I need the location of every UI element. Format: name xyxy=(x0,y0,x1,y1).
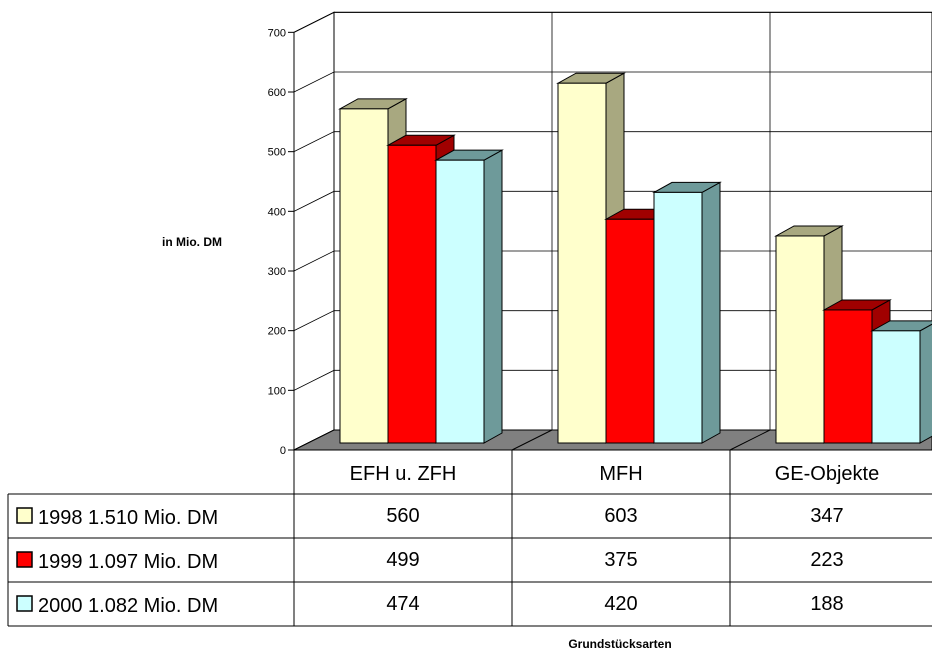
gridlines xyxy=(293,11,932,430)
bar-0-2 xyxy=(434,149,504,444)
gridline xyxy=(293,190,932,212)
y-tick-label: 0 xyxy=(280,445,286,457)
legend-swatch xyxy=(16,551,33,568)
side-wall xyxy=(293,11,335,451)
y-tick-label: 300 xyxy=(268,266,286,278)
data-table: EFH u. ZFH MFH GE-Objekte 1998 1.510 Mio. D… xyxy=(7,449,932,627)
legend-swatch xyxy=(16,595,33,612)
table-cell-value: 420 xyxy=(604,593,637,615)
y-tick-label: 100 xyxy=(268,385,286,397)
bar-front xyxy=(557,82,607,444)
bars xyxy=(338,72,932,444)
bar-2-2 xyxy=(870,320,932,444)
gridline xyxy=(293,369,932,391)
bar-side xyxy=(919,323,932,444)
table-cell-value: 560 xyxy=(386,505,419,527)
x-axis-label: Grundstücksarten xyxy=(568,637,671,651)
legend-entry: 2000 1.082 Mio. DM xyxy=(16,595,218,617)
table-cell-value: 603 xyxy=(604,505,637,527)
y-tick-label: 700 xyxy=(268,27,286,39)
legend-label: 1998 1.510 Mio. DM xyxy=(38,507,218,529)
floor-divider xyxy=(729,429,771,451)
gridline xyxy=(293,131,932,153)
y-tick-label: 500 xyxy=(268,147,286,159)
table-cell-value: 474 xyxy=(386,593,419,615)
legend-label: 2000 1.082 Mio. DM xyxy=(38,595,218,617)
gridline xyxy=(293,310,932,332)
bar-side xyxy=(701,181,721,444)
gridline xyxy=(293,11,932,33)
table-cell-value: 499 xyxy=(386,549,419,571)
category-label: GE-Objekte xyxy=(775,463,879,485)
bar-front xyxy=(871,330,921,444)
bar-front xyxy=(775,235,825,444)
bar-side xyxy=(483,149,503,444)
y-tick-label: 600 xyxy=(268,87,286,99)
legend-entry: 1998 1.510 Mio. DM xyxy=(16,507,218,529)
legend-label: 1999 1.097 Mio. DM xyxy=(38,551,218,573)
bar-front xyxy=(605,218,655,444)
table-cell-value: 188 xyxy=(810,593,843,615)
bar-front xyxy=(823,309,873,444)
table-cell-value: 375 xyxy=(604,549,637,571)
gridline xyxy=(293,250,932,272)
table-cell-value: 223 xyxy=(810,549,843,571)
legend-swatch xyxy=(16,507,33,524)
category-label: EFH u. ZFH xyxy=(350,463,457,485)
legend-entry: 1999 1.097 Mio. DM xyxy=(16,551,218,573)
table-cell-value: 347 xyxy=(810,505,843,527)
bar-front xyxy=(339,108,389,444)
y-tick-label: 400 xyxy=(268,206,286,218)
floor-divider xyxy=(511,429,553,451)
category-label: MFH xyxy=(599,463,642,485)
bar-front xyxy=(387,144,437,444)
bar-front xyxy=(435,159,485,444)
gridline xyxy=(293,71,932,93)
y-tick-label: 200 xyxy=(268,326,286,338)
bar-front xyxy=(653,191,703,444)
y-axis-label: in Mio. DM xyxy=(162,235,222,249)
y-axis: 0 100 200 300 400 500 600 700 xyxy=(268,27,295,457)
bar-1-2 xyxy=(652,181,722,444)
